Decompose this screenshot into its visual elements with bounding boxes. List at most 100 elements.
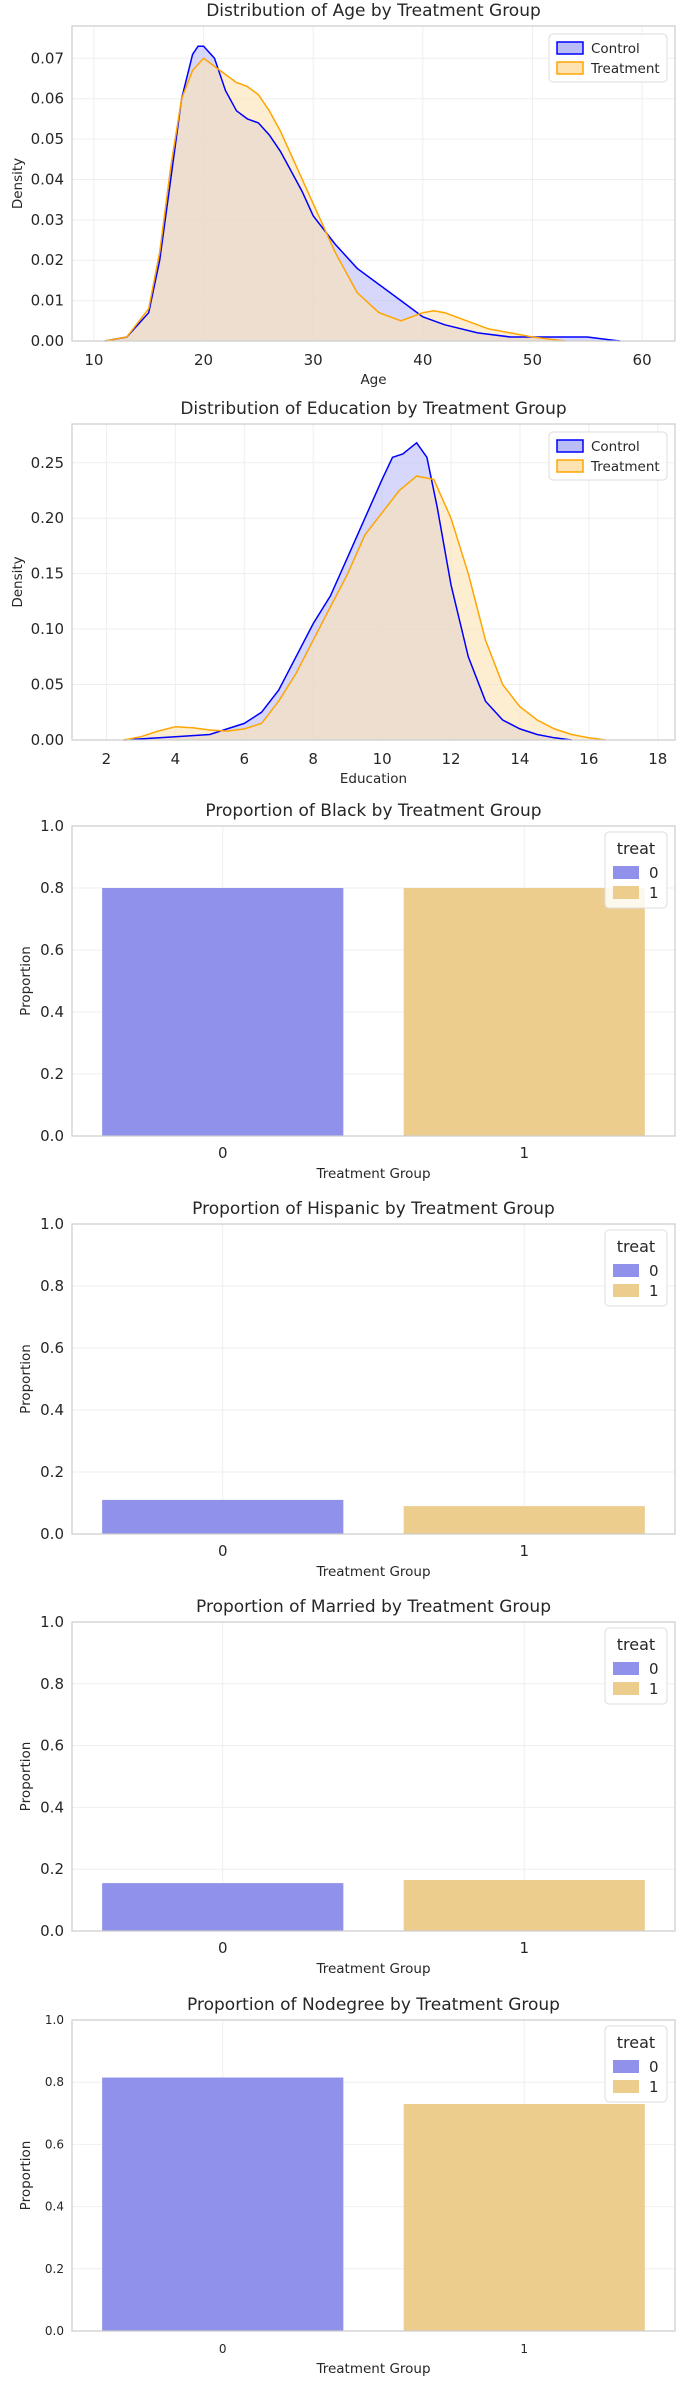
ytick-label: 1.0 [40, 1613, 64, 1631]
ytick-label: 0.2 [40, 1463, 64, 1481]
x-axis-label: Treatment Group [315, 1564, 430, 1580]
legend: Control Treatment [548, 431, 668, 481]
legend-swatch-0 [613, 1662, 639, 1675]
chart-title: Distribution of Age by Treatment Group [206, 1, 541, 21]
legend-swatch-1 [613, 886, 639, 899]
x-axis-label: Age [360, 372, 386, 388]
xtick-label: 1 [519, 1542, 529, 1560]
ytick-label: 0.05 [31, 676, 64, 694]
xtick-label: 14 [510, 750, 529, 768]
ytick-label: 0.8 [40, 1675, 64, 1693]
legend-label: 1 [649, 2078, 659, 2096]
legend-label: 0 [649, 864, 659, 882]
legend-title: treat [617, 2033, 655, 2052]
legend-label: Treatment [590, 61, 660, 77]
xtick-label: 2 [102, 750, 112, 768]
xtick-label: 40 [413, 351, 432, 369]
ytick-label: 0.6 [45, 2137, 64, 2151]
legend-title: treat [617, 1635, 655, 1654]
legend-label: Treatment [590, 459, 660, 475]
x-axis-label: Treatment Group [315, 2361, 430, 2377]
chart-2: 0.00 0.05 0.10 0.15 0.20 0.25 2 4 6 8 10 12 14 16 18 Di… [10, 399, 676, 787]
xtick-label: 30 [304, 351, 323, 369]
chart-6: 0.0 0.2 0.4 0.6 0.8 1.0 0 1 Proportion of Nodegr… [18, 1995, 676, 2377]
plot-frame [71, 1223, 676, 1535]
xtick-label: 6 [240, 750, 250, 768]
ytick-label: 1.0 [40, 817, 64, 835]
density-line-treatment [104, 57, 566, 342]
legend-swatch-1 [613, 2080, 639, 2093]
y-axis-label: Proportion [18, 1742, 34, 1812]
legend-swatch-1 [613, 1682, 639, 1695]
bar-1 [403, 1506, 645, 1534]
xtick-label: 60 [633, 351, 652, 369]
legend-swatch-control [556, 439, 584, 453]
ytick-label: 0.2 [40, 1065, 64, 1083]
y-axis-label: Proportion [18, 946, 34, 1016]
ytick-label: 0.10 [31, 620, 64, 638]
chart-4: 0.0 0.2 0.4 0.6 0.8 1.0 0 1 Proportion of Hispan… [18, 1199, 676, 1580]
ytick-label: 0.4 [40, 1401, 64, 1419]
ytick-label: 0.02 [31, 251, 64, 269]
xtick-label: 18 [648, 750, 667, 768]
legend: treat 0 1 [604, 1627, 668, 1705]
ytick-label: 0.05 [31, 130, 64, 148]
legend-title: treat [617, 839, 655, 858]
ytick-label: 0.0 [45, 2324, 64, 2338]
x-axis-label: Treatment Group [315, 1166, 430, 1182]
legend-swatch-control [556, 41, 584, 55]
ytick-label: 0.25 [31, 454, 64, 472]
legend-label: Control [591, 439, 640, 455]
legend-label: 1 [649, 1680, 659, 1698]
ytick-label: 0.0 [40, 1525, 64, 1543]
legend: treat 0 1 [604, 2025, 668, 2103]
xtick-label: 16 [579, 750, 598, 768]
ytick-label: 1.0 [40, 1215, 64, 1233]
x-axis-label: Education [340, 771, 407, 787]
ytick-label: 0.0 [40, 1127, 64, 1145]
legend-label: 1 [649, 1282, 659, 1300]
xtick-label: 1 [519, 1939, 529, 1957]
xtick-label: 8 [308, 750, 318, 768]
ytick-label: 0.20 [31, 509, 64, 527]
legend-label: 0 [649, 1262, 659, 1280]
xtick-label: 1 [520, 2342, 528, 2356]
xtick-label: 20 [194, 351, 213, 369]
bar-0 [102, 888, 344, 1136]
plot-frame [71, 25, 676, 342]
ytick-label: 0.07 [31, 49, 64, 67]
legend-swatch-treatment [556, 61, 584, 75]
chart-title: Proportion of Black by Treatment Group [205, 801, 541, 821]
bar-0 [102, 1883, 344, 1931]
xtick-label: 0 [218, 1144, 228, 1162]
chart-title: Distribution of Education by Treatment G… [180, 399, 566, 419]
density-line-control [104, 45, 621, 342]
legend-title: treat [617, 1237, 655, 1256]
xtick-label: 10 [84, 351, 103, 369]
legend: treat 0 1 [604, 831, 668, 909]
plot-frame [71, 423, 676, 741]
plot-frame [71, 825, 676, 1137]
y-axis-label: Density [10, 158, 26, 209]
chart-1: 0.00 0.01 0.02 0.03 0.04 0.05 0.06 0.07 10 20 30 40… [10, 1, 676, 388]
ytick-label: 0.6 [40, 941, 64, 959]
chart-title: Proportion of Nodegree by Treatment Grou… [187, 1995, 560, 2015]
ytick-label: 0.4 [40, 1798, 64, 1816]
ytick-label: 0.06 [31, 90, 64, 108]
ytick-label: 0.0 [40, 1922, 64, 1940]
chart-title: Proportion of Hispanic by Treatment Grou… [192, 1199, 555, 1219]
ytick-label: 0.6 [40, 1737, 64, 1755]
legend-label: Control [591, 41, 640, 57]
xtick-label: 0 [218, 1939, 228, 1957]
chart-title: Proportion of Married by Treatment Group [196, 1597, 551, 1617]
bar-0 [102, 2077, 344, 2331]
legend: treat 0 1 [604, 1229, 668, 1307]
ytick-label: 1.0 [45, 2013, 64, 2027]
ytick-label: 0.4 [45, 2200, 64, 2214]
plot-frame [71, 2019, 676, 2332]
ytick-label: 0.2 [45, 2262, 64, 2276]
density-fill-treatment [104, 58, 566, 342]
ytick-label: 0.01 [31, 292, 64, 310]
ytick-label: 0.8 [40, 1277, 64, 1295]
